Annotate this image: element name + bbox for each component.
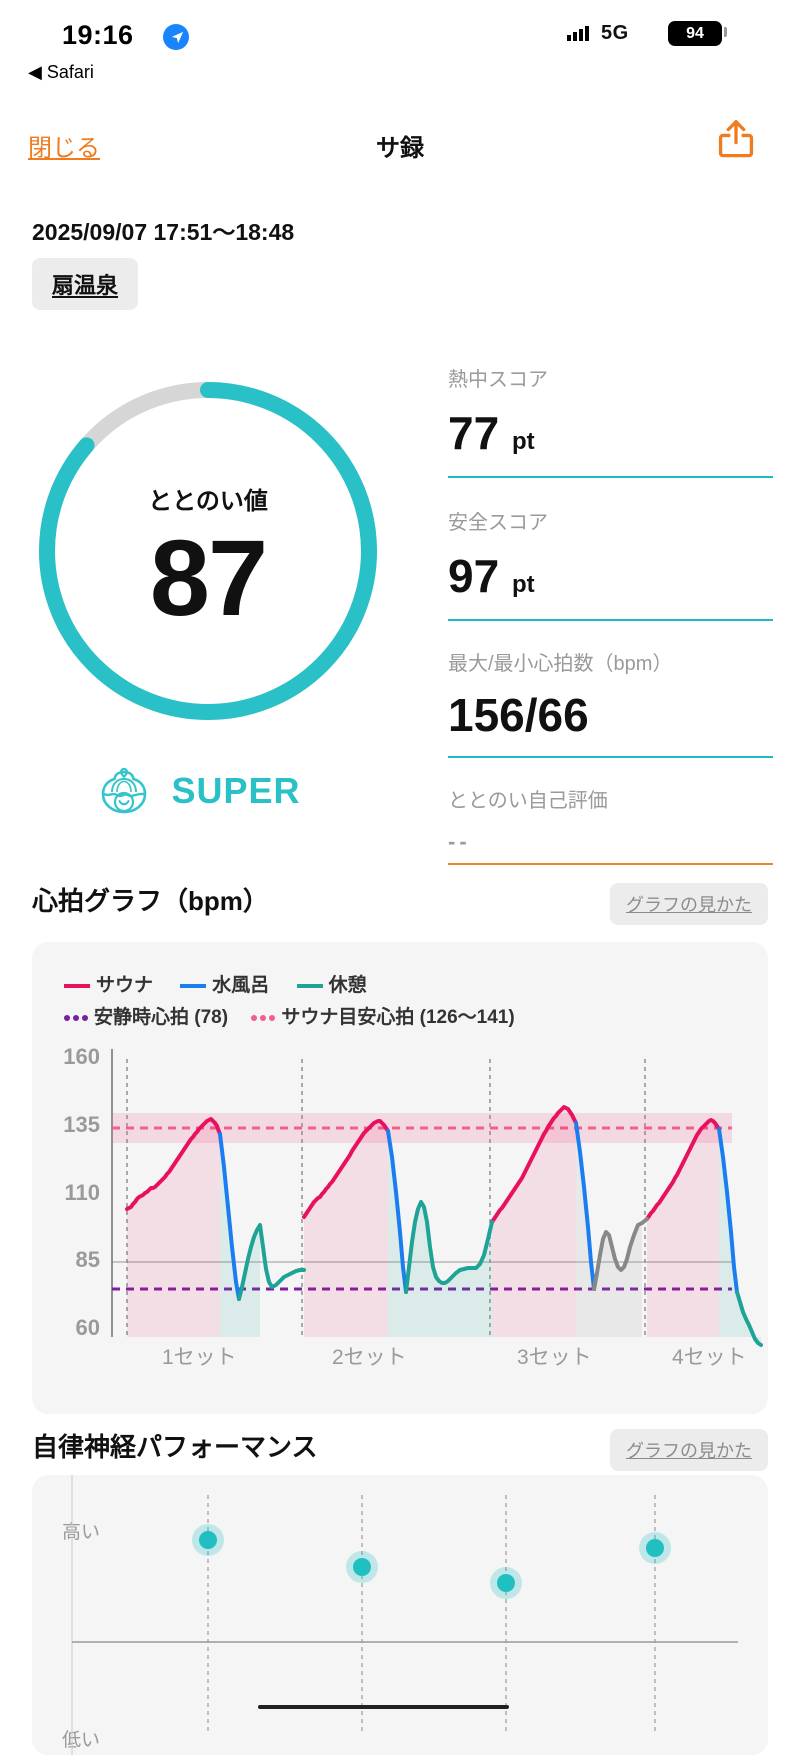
- svg-text:4セット: 4セット: [672, 1346, 747, 1369]
- svg-text:135: 135: [63, 1112, 100, 1137]
- svg-text:160: 160: [63, 1044, 100, 1069]
- svg-text:60: 60: [76, 1315, 100, 1340]
- svg-text:2セット: 2セット: [332, 1346, 407, 1369]
- svg-text:3セット: 3セット: [517, 1346, 592, 1369]
- svg-text:1セット: 1セット: [162, 1346, 237, 1369]
- svg-text:85: 85: [76, 1247, 100, 1272]
- svg-text:110: 110: [65, 1180, 101, 1205]
